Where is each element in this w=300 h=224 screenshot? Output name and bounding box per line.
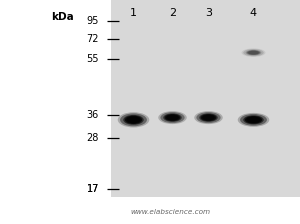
Ellipse shape <box>238 113 269 127</box>
Text: 95: 95 <box>87 16 99 26</box>
Ellipse shape <box>248 51 259 55</box>
Ellipse shape <box>242 48 266 57</box>
Ellipse shape <box>199 113 218 122</box>
Ellipse shape <box>240 114 267 126</box>
Ellipse shape <box>120 113 147 126</box>
Text: 2: 2 <box>169 8 176 18</box>
Text: 1: 1 <box>130 8 137 18</box>
Ellipse shape <box>194 111 223 124</box>
Text: 28: 28 <box>87 133 99 143</box>
Ellipse shape <box>118 112 149 127</box>
Ellipse shape <box>247 50 260 55</box>
Text: 17: 17 <box>87 184 99 194</box>
Ellipse shape <box>246 117 261 123</box>
Ellipse shape <box>243 115 264 124</box>
Text: 4: 4 <box>250 8 257 18</box>
Text: www.elabscience.com: www.elabscience.com <box>130 209 211 215</box>
Ellipse shape <box>125 116 142 124</box>
Ellipse shape <box>158 111 187 124</box>
Text: 17: 17 <box>87 184 99 194</box>
Ellipse shape <box>201 114 216 121</box>
Text: 72: 72 <box>86 34 99 44</box>
Ellipse shape <box>243 49 264 56</box>
Ellipse shape <box>123 115 144 125</box>
Text: 55: 55 <box>86 54 99 64</box>
Text: kDa: kDa <box>52 12 74 22</box>
Ellipse shape <box>246 50 261 55</box>
Ellipse shape <box>245 116 262 124</box>
Ellipse shape <box>166 115 179 121</box>
Ellipse shape <box>126 116 141 123</box>
Ellipse shape <box>165 114 180 121</box>
Ellipse shape <box>160 112 184 123</box>
Text: 3: 3 <box>205 8 212 18</box>
Bar <box>111 0 300 197</box>
Ellipse shape <box>202 115 215 121</box>
Ellipse shape <box>163 113 182 122</box>
Text: 36: 36 <box>87 110 99 120</box>
Ellipse shape <box>196 112 220 123</box>
